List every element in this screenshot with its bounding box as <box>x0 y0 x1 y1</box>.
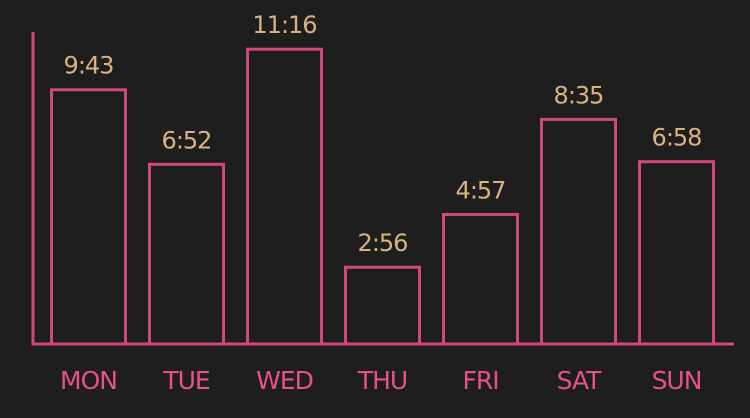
category-label-wed: WED <box>256 366 313 395</box>
category-label-tue: TUE <box>162 366 210 395</box>
bar-group <box>50 47 715 346</box>
bar-thu <box>344 265 421 346</box>
category-label-sun: SUN <box>652 366 702 395</box>
chart-axes <box>31 32 734 346</box>
bar-wed <box>246 47 323 346</box>
bar-mon <box>50 88 127 346</box>
bar-fri <box>442 212 519 346</box>
value-label-wed: 11:16 <box>252 11 316 39</box>
category-label-fri: FRI <box>462 366 498 395</box>
value-label-tue: 6:52 <box>162 126 212 154</box>
category-label-mon: MON <box>60 366 117 395</box>
value-label-thu: 2:56 <box>358 229 408 257</box>
value-label-sun: 6:58 <box>652 124 702 152</box>
category-label-thu: THU <box>357 366 407 395</box>
bar-tue <box>148 162 225 346</box>
category-label-sat: SAT <box>557 366 602 395</box>
value-label-fri: 4:57 <box>456 176 506 204</box>
value-label-group: 9:43 6:52 11:16 2:56 4:57 8:35 6:58 <box>64 11 703 257</box>
bar-sat <box>540 117 617 346</box>
bar-sun <box>638 160 715 346</box>
value-label-mon: 9:43 <box>64 52 114 80</box>
value-label-sat: 8:35 <box>554 81 604 109</box>
category-label-group: MON TUE WED THU FRI SAT SUN <box>60 366 702 395</box>
